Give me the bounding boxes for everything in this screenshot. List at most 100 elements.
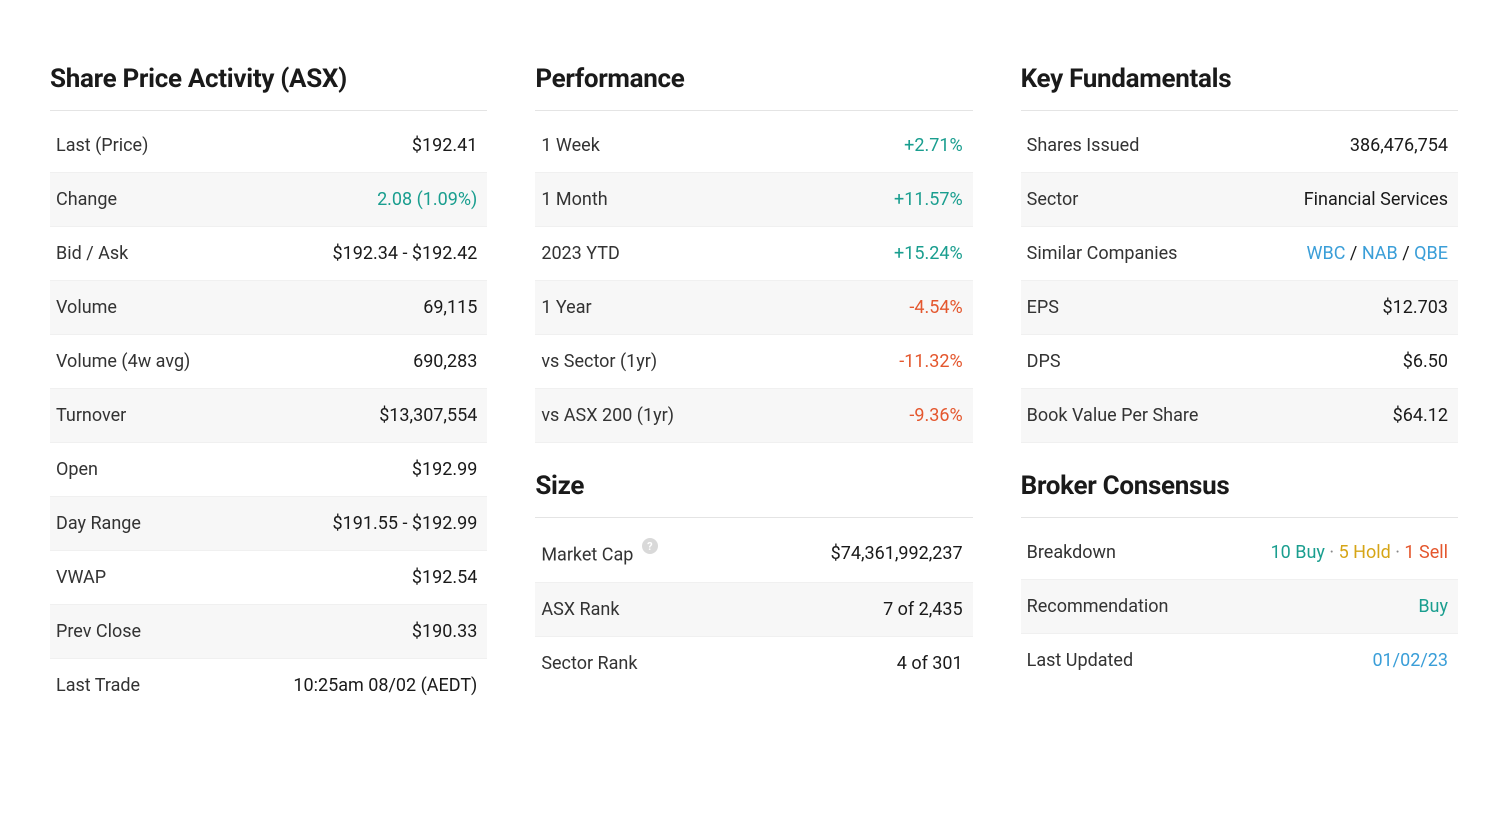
value-vwap: $192.54 [412,567,477,588]
row-similar-companies: Similar Companies WBC / NAB / QBE [1021,227,1458,281]
row-perf-1w: 1 Week +2.71% [535,119,972,173]
row-perf-ytd: 2023 YTD +15.24% [535,227,972,281]
value-last-updated[interactable]: 01/02/23 [1372,650,1448,671]
value-change: 2.08 (1.09%) [377,189,477,210]
label-prev-close: Prev Close [56,621,141,642]
label-recommendation: Recommendation [1027,596,1169,617]
label-volume: Volume [56,297,117,318]
value-day-range: $191.55 - $192.99 [333,513,478,534]
label-perf-1m: 1 Month [541,189,607,210]
row-perf-vs-asx: vs ASX 200 (1yr) -9.36% [535,389,972,443]
row-last-price: Last (Price) $192.41 [50,119,487,173]
similar-link-3[interactable]: QBE [1414,243,1448,264]
row-eps: EPS $12.703 [1021,281,1458,335]
value-prev-close: $190.33 [412,621,477,642]
size-title: Size [535,471,972,518]
value-shares-issued: 386,476,754 [1350,135,1448,156]
value-eps: $12.703 [1383,297,1448,318]
label-eps: EPS [1027,297,1059,318]
row-volume: Volume 69,115 [50,281,487,335]
label-breakdown: Breakdown [1027,542,1116,563]
row-perf-1m: 1 Month +11.57% [535,173,972,227]
row-prev-close: Prev Close $190.33 [50,605,487,659]
help-icon[interactable]: ? [642,538,658,554]
row-volume-4w: Volume (4w avg) 690,283 [50,335,487,389]
label-perf-1w: 1 Week [541,135,600,156]
label-perf-1y: 1 Year [541,297,591,318]
row-turnover: Turnover $13,307,554 [50,389,487,443]
row-open: Open $192.99 [50,443,487,497]
similar-link-1[interactable]: WBC [1307,243,1346,264]
row-last-updated: Last Updated 01/02/23 [1021,634,1458,687]
value-open: $192.99 [412,459,477,480]
value-perf-1y: -4.54% [909,297,962,318]
value-book-value: $64.12 [1393,405,1448,426]
value-perf-1w: +2.71% [904,135,963,156]
label-change: Change [56,189,117,210]
label-open: Open [56,459,98,480]
label-shares-issued: Shares Issued [1027,135,1140,156]
row-bid-ask: Bid / Ask $192.34 - $192.42 [50,227,487,281]
value-recommendation: Buy [1418,596,1448,617]
row-change: Change 2.08 (1.09%) [50,173,487,227]
value-similar: WBC / NAB / QBE [1307,243,1448,264]
dot-separator: · [1329,542,1338,563]
breakdown-buy: 10 Buy [1271,542,1325,563]
label-sector-rank: Sector Rank [541,653,637,674]
value-dps: $6.50 [1403,351,1448,372]
breakdown-hold: 5 Hold [1339,542,1391,563]
similar-link-2[interactable]: NAB [1362,243,1398,264]
share-price-title: Share Price Activity (ASX) [50,64,487,111]
value-asx-rank: 7 of 2,435 [883,599,963,620]
value-market-cap: $74,361,992,237 [831,543,963,564]
value-last-price: $192.41 [412,135,477,156]
value-sector-rank: 4 of 301 [897,653,963,674]
label-last-price: Last (Price) [56,135,148,156]
label-perf-vs-asx: vs ASX 200 (1yr) [541,405,674,426]
label-market-cap-text: Market Cap [541,545,633,566]
fundamentals-title: Key Fundamentals [1021,64,1458,111]
value-turnover: $13,307,554 [379,405,477,426]
row-recommendation: Recommendation Buy [1021,580,1458,634]
row-asx-rank: ASX Rank 7 of 2,435 [535,583,972,637]
separator: / [1402,243,1414,264]
value-perf-1m: +11.57% [894,189,963,210]
share-price-column: Share Price Activity (ASX) Last (Price) … [50,64,487,712]
row-vwap: VWAP $192.54 [50,551,487,605]
label-dps: DPS [1027,351,1061,372]
value-volume-4w: 690,283 [413,351,477,372]
label-turnover: Turnover [56,405,126,426]
label-last-updated: Last Updated [1027,650,1133,671]
label-vwap: VWAP [56,567,106,588]
row-dps: DPS $6.50 [1021,335,1458,389]
row-day-range: Day Range $191.55 - $192.99 [50,497,487,551]
row-book-value: Book Value Per Share $64.12 [1021,389,1458,443]
row-perf-vs-sector: vs Sector (1yr) -11.32% [535,335,972,389]
label-sector: Sector [1027,189,1079,210]
value-perf-vs-sector: -11.32% [899,351,962,372]
performance-size-column: Performance 1 Week +2.71% 1 Month +11.57… [535,64,972,712]
label-book-value: Book Value Per Share [1027,405,1199,426]
value-perf-vs-asx: -9.36% [909,405,962,426]
label-volume-4w: Volume (4w avg) [56,351,190,372]
label-similar: Similar Companies [1027,243,1178,264]
row-market-cap: Market Cap ? $74,361,992,237 [535,526,972,583]
fundamentals-broker-column: Key Fundamentals Shares Issued 386,476,7… [1021,64,1458,712]
value-sector: Financial Services [1304,189,1448,210]
breakdown-sell: 1 Sell [1404,542,1448,563]
label-day-range: Day Range [56,513,141,534]
broker-title: Broker Consensus [1021,471,1458,518]
value-bid-ask: $192.34 - $192.42 [333,243,478,264]
row-breakdown: Breakdown 10 Buy · 5 Hold · 1 Sell [1021,526,1458,580]
row-sector-rank: Sector Rank 4 of 301 [535,637,972,690]
row-last-trade: Last Trade 10:25am 08/02 (AEDT) [50,659,487,712]
value-last-trade: 10:25am 08/02 (AEDT) [293,675,477,696]
value-perf-ytd: +15.24% [894,243,963,264]
label-last-trade: Last Trade [56,675,140,696]
performance-title: Performance [535,64,972,111]
stats-grid: Share Price Activity (ASX) Last (Price) … [50,64,1458,712]
value-breakdown: 10 Buy · 5 Hold · 1 Sell [1271,542,1448,563]
row-shares-issued: Shares Issued 386,476,754 [1021,119,1458,173]
separator: / [1350,243,1362,264]
label-bid-ask: Bid / Ask [56,243,128,264]
